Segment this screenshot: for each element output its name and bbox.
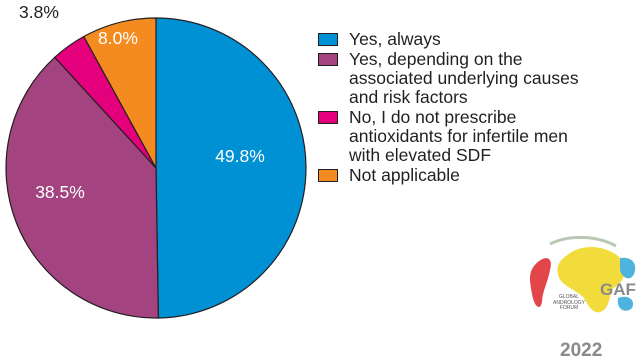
logo-caption-line: FORUM	[559, 305, 579, 312]
logo-caption: GLOBAL ANDROLOGY FORUM	[549, 294, 589, 312]
legend-label-line: Not applicable	[349, 165, 460, 185]
pie-chart: 49.8% 38.5% 3.8% 8.0%	[5, 2, 307, 319]
legend-item-yes-always: Yes, always	[318, 30, 643, 49]
logo-arc-decoration	[549, 236, 617, 248]
legend-label-line: antioxidants for infertile men	[349, 126, 568, 146]
pie-slice-value-label: 8.0%	[98, 28, 138, 48]
legend-label-line: and risk factors	[349, 87, 468, 107]
logo-americas-shape	[530, 258, 551, 308]
pie-slice-value-label: 3.8%	[19, 2, 59, 22]
pie-slice-value-label: 38.5%	[35, 182, 85, 202]
legend-swatch-no	[318, 111, 338, 124]
logo-asia-shape	[620, 257, 636, 279]
legend-label-line: Yes, always	[349, 29, 441, 49]
gaf-logo: GAF	[530, 236, 636, 313]
legend-label-line: No, I do not prescribe	[349, 107, 517, 127]
pie-slice	[155, 17, 307, 319]
pie-slice	[5, 56, 159, 319]
legend-swatch-not-applicable	[318, 169, 338, 182]
legend-item-yes-depending: Yes, depending on the associated underly…	[318, 50, 643, 107]
legend-swatch-yes-always	[318, 33, 338, 46]
logo-mark-text: GAF	[600, 280, 636, 299]
logo-caption-line: ANDROLOGY	[553, 299, 585, 306]
logo-caption-line: GLOBAL	[558, 294, 579, 300]
pie-slice-value-label: 49.8%	[215, 146, 265, 166]
pie-slice	[82, 17, 157, 169]
logo-africa-shape	[557, 246, 625, 313]
legend-item-no: No, I do not prescribe antioxidants for …	[318, 108, 643, 165]
legend: Yes, always Yes, depending on the associ…	[318, 30, 643, 186]
legend-item-not-applicable: Not applicable	[318, 166, 643, 185]
legend-label-line: associated underlying causes	[349, 68, 579, 88]
legend-label-line: with elevated SDF	[349, 145, 492, 165]
legend-swatch-yes-depending	[318, 53, 338, 66]
logo-oceania-shape	[617, 296, 634, 311]
legend-label-line: Yes, depending on the	[349, 49, 523, 69]
logo-year: 2022	[560, 340, 603, 361]
